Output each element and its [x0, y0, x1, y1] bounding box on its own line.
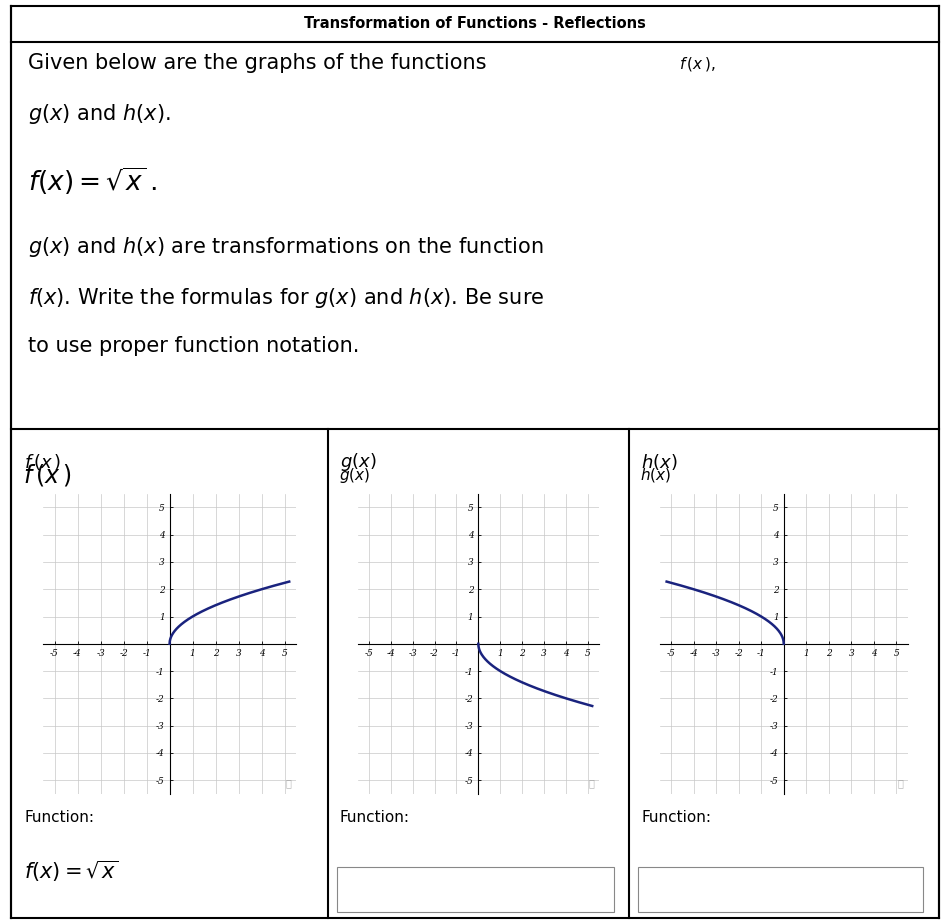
Text: $h(x)$: $h(x)$	[640, 466, 672, 485]
FancyBboxPatch shape	[638, 867, 923, 912]
Text: $f\,(x\,)$: $f\,(x\,)$	[23, 462, 71, 488]
Text: $h(x)$: $h(x)$	[641, 452, 677, 473]
FancyBboxPatch shape	[337, 867, 614, 912]
Text: 🔍: 🔍	[286, 778, 292, 788]
Text: $g(x)$: $g(x)$	[340, 451, 376, 473]
Text: 🔍: 🔍	[897, 778, 903, 788]
Text: $f(x)$. Write the formulas for $g(x)$ and $h(x)$. Be sure: $f(x)$. Write the formulas for $g(x)$ an…	[28, 286, 544, 310]
Text: Function:: Function:	[641, 810, 712, 825]
Text: 🔍: 🔍	[589, 778, 595, 788]
Text: Function:: Function:	[340, 810, 409, 825]
Text: Transformation of Functions - Reflections: Transformation of Functions - Reflection…	[304, 17, 646, 31]
Text: $f\,(x\,)$: $f\,(x\,)$	[24, 452, 62, 473]
Text: Function:: Function:	[24, 810, 94, 825]
Text: Given below are the graphs of the functions: Given below are the graphs of the functi…	[28, 54, 486, 73]
Text: $g(x)$: $g(x)$	[339, 466, 370, 485]
Text: $f(x) = \sqrt{x}$: $f(x) = \sqrt{x}$	[24, 858, 119, 883]
Text: $f\,(x\,),$: $f\,(x\,),$	[679, 55, 715, 73]
Text: $g(x)$ and $h(x)$ are transformations on the function: $g(x)$ and $h(x)$ are transformations on…	[28, 235, 543, 259]
Text: to use proper function notation.: to use proper function notation.	[28, 336, 359, 356]
Text: $g(x)$ and $h(x)$.: $g(x)$ and $h(x)$.	[28, 102, 171, 126]
Text: $f(x) = \sqrt{x}\,.$: $f(x) = \sqrt{x}\,.$	[28, 165, 157, 198]
